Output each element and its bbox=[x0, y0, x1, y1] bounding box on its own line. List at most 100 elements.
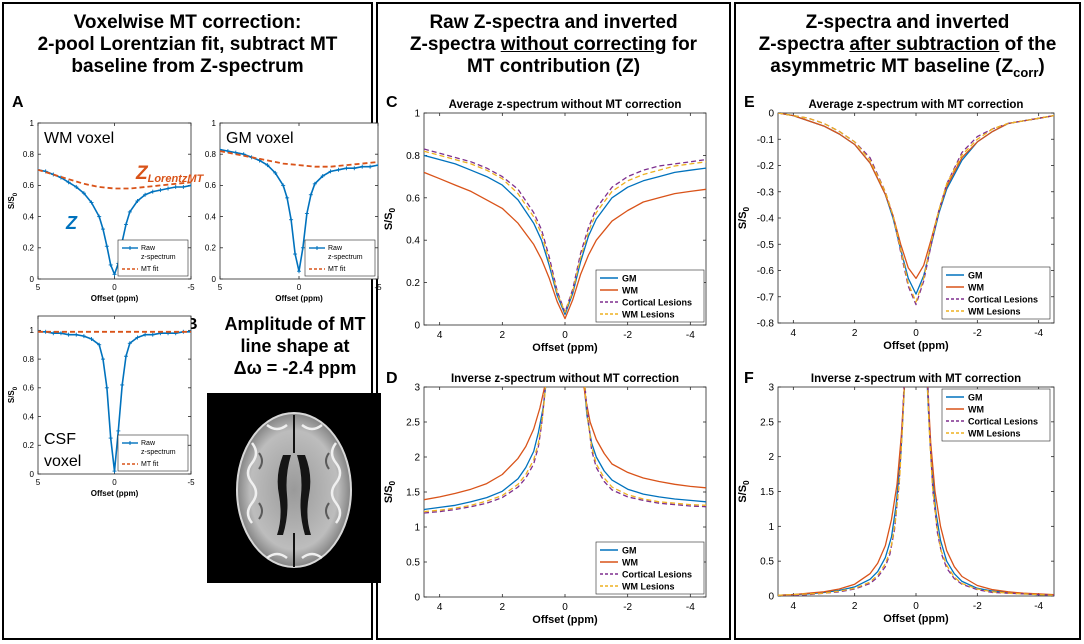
panel-letter-b: B bbox=[186, 316, 198, 333]
legend-label: WM bbox=[622, 286, 638, 296]
legend-label: MT fit bbox=[141, 266, 158, 273]
legend-label: GM bbox=[968, 271, 983, 281]
series-line-cortical-lesions bbox=[424, 387, 706, 514]
chart-e: 4 2 0 -2 -4 -0.8 -0.7 -0.6 -0.5 -0.4 -0.3 -0.2 -0.1 0… bbox=[737, 99, 1055, 352]
title-text: of the bbox=[999, 34, 1057, 55]
title-line: Amplitude of MT bbox=[224, 314, 366, 334]
x-axis-label: Offset (ppm) bbox=[275, 294, 323, 303]
legend-label: Cortical Lesions bbox=[622, 570, 692, 580]
y-tick-label: 1 bbox=[30, 119, 35, 128]
legend-label: WM bbox=[968, 405, 984, 415]
title-line: baseline from Z-spectrum bbox=[71, 56, 304, 77]
title-text: for bbox=[666, 34, 698, 55]
legend-label: z-spectrum bbox=[141, 449, 176, 456]
y-tick-label: 0 bbox=[768, 592, 774, 603]
panel-b-title: Amplitude of MT line shape at Δω = -2.4 … bbox=[205, 313, 385, 379]
series-group bbox=[778, 387, 1054, 596]
x-tick-label: -5 bbox=[374, 283, 382, 292]
series-line-cortical-lesions bbox=[778, 387, 1054, 596]
x-tick-label: 4 bbox=[437, 602, 443, 613]
gyri bbox=[246, 423, 342, 560]
panel-voxelwise: Voxelwise MT correction: 2-pool Lorentzi… bbox=[2, 2, 373, 640]
legend-label: MT fit bbox=[141, 461, 158, 468]
y-tick-label: 0.6 bbox=[406, 193, 420, 204]
voxel-annotation: GM voxel bbox=[226, 130, 294, 147]
y-tick-label: 1.5 bbox=[406, 488, 420, 499]
y-tick-label: 0 bbox=[30, 275, 35, 284]
title-line: Z-spectra after subtraction of the bbox=[736, 34, 1079, 56]
panel-raw-spectra-title: Raw Z-spectra and inverted Z-spectra wit… bbox=[378, 12, 729, 78]
legend-label: WM Lesions bbox=[968, 429, 1021, 439]
y-tick-label: 0 bbox=[414, 321, 420, 332]
y-tick-label: 0.8 bbox=[23, 150, 35, 159]
chart-c: 4 2 0 -2 -4 0 0.2 0.4 0.6 0.8 1 Offset (ppm) S/S0 Ave… bbox=[383, 99, 707, 354]
y-tick-label: 1 bbox=[414, 109, 420, 120]
x-tick-label: -2 bbox=[973, 328, 982, 339]
y-tick-label: 2.5 bbox=[760, 417, 774, 428]
series-line-wm-lesions bbox=[778, 113, 1054, 303]
x-axis-label: Offset (ppm) bbox=[91, 294, 139, 303]
y-tick-label: 2 bbox=[768, 452, 774, 463]
y-tick-label: 3 bbox=[768, 383, 774, 394]
y-tick-label: 0.6 bbox=[23, 384, 35, 393]
x-tick-label: 2 bbox=[852, 328, 858, 339]
legend-label: Cortical Lesions bbox=[968, 417, 1038, 427]
y-tick-label: 0 bbox=[414, 593, 420, 604]
panel-raw-spectra: Raw Z-spectra and inverted Z-spectra wit… bbox=[376, 2, 731, 640]
x-tick-label: -2 bbox=[623, 602, 632, 613]
y-tick-label: 0.8 bbox=[23, 355, 35, 364]
legend-label: GM bbox=[968, 393, 983, 403]
x-tick-label: 4 bbox=[791, 601, 797, 612]
series-group bbox=[38, 167, 191, 277]
mri-image bbox=[207, 393, 381, 583]
y-tick-label: -0.2 bbox=[757, 161, 775, 172]
y-tick-label: 0.6 bbox=[23, 181, 35, 190]
chart-title: Inverse z-spectrum with MT correction bbox=[811, 373, 1021, 385]
y-axis-label: S/S0 bbox=[383, 207, 397, 230]
title-line: MT contribution (Z) bbox=[466, 56, 641, 77]
panel-letter-f: F bbox=[744, 370, 754, 387]
legend-label: z-spectrum bbox=[141, 254, 176, 261]
x-tick-label: 0 bbox=[562, 330, 568, 341]
y-tick-label: 0 bbox=[768, 109, 774, 120]
series-line-wm bbox=[424, 171, 706, 320]
title-line: Z-spectra without correcting for bbox=[378, 34, 729, 56]
legend-label: MT fit bbox=[328, 266, 345, 273]
title-text: Z-spectra bbox=[409, 34, 501, 55]
y-tick-label: 0 bbox=[30, 470, 35, 479]
x-tick-label: 0 bbox=[913, 328, 919, 339]
title-line: Δω = -2.4 ppm bbox=[233, 358, 357, 378]
chart-title: Average z-spectrum with MT correction bbox=[809, 99, 1024, 111]
series-line-gm bbox=[778, 387, 1054, 596]
x-tick-label: 0 bbox=[112, 478, 117, 487]
legend-label: WM bbox=[622, 558, 638, 568]
x-tick-label: -2 bbox=[623, 330, 632, 341]
voxel-annotation: CSF bbox=[44, 431, 76, 448]
gyri-dark bbox=[258, 452, 330, 520]
x-tick-label: 5 bbox=[36, 478, 41, 487]
legend-label: WM Lesions bbox=[622, 310, 675, 320]
x-tick-label: -4 bbox=[686, 602, 695, 613]
y-tick-label: 0.4 bbox=[23, 412, 35, 421]
y-tick-label: 1 bbox=[212, 119, 217, 128]
y-tick-label: 0.5 bbox=[406, 558, 420, 569]
chart-title: Inverse z-spectrum without MT correction bbox=[451, 373, 679, 385]
title-subscript: corr bbox=[1013, 64, 1039, 80]
x-tick-label: 4 bbox=[437, 330, 443, 341]
legend-label: WM Lesions bbox=[968, 307, 1021, 317]
legend-label: WM bbox=[968, 283, 984, 293]
series-line-wm-lesions bbox=[424, 387, 706, 513]
y-tick-label: 0.8 bbox=[406, 151, 420, 162]
title-line: 2-pool Lorentzian fit, subtract MT bbox=[37, 34, 338, 55]
legend-label: Cortical Lesions bbox=[968, 295, 1038, 305]
panel-voxelwise-title: Voxelwise MT correction: 2-pool Lorentzi… bbox=[4, 12, 371, 78]
voxel-annotation: voxel bbox=[44, 453, 81, 470]
x-tick-label: -4 bbox=[1034, 328, 1043, 339]
panel-corrected-spectra: Z-spectra and inverted Z-spectra after s… bbox=[734, 2, 1081, 640]
y-tick-label: 2.5 bbox=[406, 418, 420, 429]
y-tick-label: -0.4 bbox=[757, 214, 775, 225]
x-tick-label: -4 bbox=[686, 330, 695, 341]
legend-label: Raw bbox=[141, 245, 156, 252]
y-tick-label: 0.2 bbox=[205, 244, 217, 253]
